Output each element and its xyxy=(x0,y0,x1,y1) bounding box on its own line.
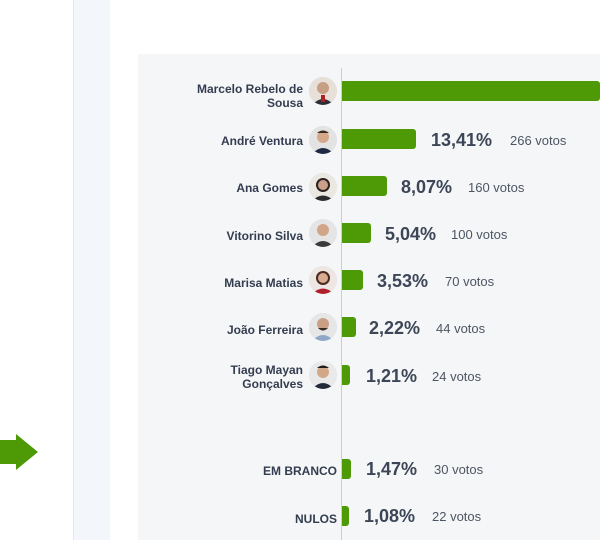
chart-axis xyxy=(341,68,342,540)
vote-bar xyxy=(342,270,363,290)
candidate-row: Tiago Mayan Gonçalves 1,21% 24 votos xyxy=(0,357,600,397)
portrait-icon xyxy=(309,219,337,247)
null-votes-row: NULOS 1,08% 22 votos xyxy=(0,500,600,540)
null-votes-label: NULOS xyxy=(295,512,337,526)
candidate-name: Marcelo Rebelo de Sousa xyxy=(196,82,303,110)
vote-bar xyxy=(342,81,600,101)
candidate-row: Ana Gomes 8,07% 160 votos xyxy=(0,167,600,207)
vote-count: 70 votos xyxy=(445,274,495,289)
vote-bar xyxy=(342,176,387,196)
candidate-row: Marisa Matias 3,53% 70 votos xyxy=(0,262,600,302)
vote-count: 24 votos xyxy=(432,369,482,384)
candidate-name: Marisa Matias xyxy=(224,276,303,290)
vote-percent: 2,22% xyxy=(369,318,421,338)
portrait-icon xyxy=(309,126,337,154)
vote-count: 160 votos xyxy=(468,180,525,195)
candidate-row: André Ventura 13,41% 266 votos xyxy=(0,120,600,160)
vote-percent: 1,21% xyxy=(366,366,418,386)
blank-votes-label: EM BRANCO xyxy=(263,464,337,478)
blank-votes-row: EM BRANCO 1,47% 30 votos xyxy=(0,452,600,492)
candidate-name: Ana Gomes xyxy=(236,181,303,195)
vote-bar xyxy=(342,223,371,243)
vote-count: 22 votos xyxy=(432,509,482,524)
portrait-icon xyxy=(309,313,337,341)
candidate-name: Tiago Mayan Gonçalves xyxy=(230,363,303,391)
vote-bar xyxy=(342,317,356,337)
vote-percent: 1,47% xyxy=(366,459,418,479)
vote-bar xyxy=(342,506,349,526)
vote-bar xyxy=(342,459,351,479)
candidate-name: João Ferreira xyxy=(226,323,303,337)
vote-percent: 5,04% xyxy=(385,224,437,244)
vote-count: 100 votos xyxy=(451,227,508,242)
vote-percent: 13,41% xyxy=(431,130,493,150)
vote-count: 30 votos xyxy=(434,462,484,477)
vote-bar xyxy=(342,365,350,385)
candidate-row: Marcelo Rebelo de Sousa xyxy=(0,70,600,110)
vote-percent: 8,07% xyxy=(401,177,453,197)
candidate-name: Vitorino Silva xyxy=(226,229,303,243)
portrait-icon xyxy=(309,266,337,294)
vote-percent: 1,08% xyxy=(364,506,416,526)
portrait-icon xyxy=(309,77,337,105)
vote-count: 44 votos xyxy=(436,321,486,336)
vote-percent: 3,53% xyxy=(377,271,429,291)
vote-count: 266 votos xyxy=(510,133,567,148)
candidate-row: João Ferreira 2,22% 44 votos xyxy=(0,309,600,349)
candidate-name: André Ventura xyxy=(220,134,303,148)
candidate-row: Vitorino Silva 5,04% 100 votos xyxy=(0,215,600,255)
portrait-icon xyxy=(309,173,337,201)
arrow-icon xyxy=(0,434,38,470)
left-panel-strip xyxy=(73,0,110,540)
portrait-icon xyxy=(309,361,337,389)
vote-bar xyxy=(342,129,416,149)
